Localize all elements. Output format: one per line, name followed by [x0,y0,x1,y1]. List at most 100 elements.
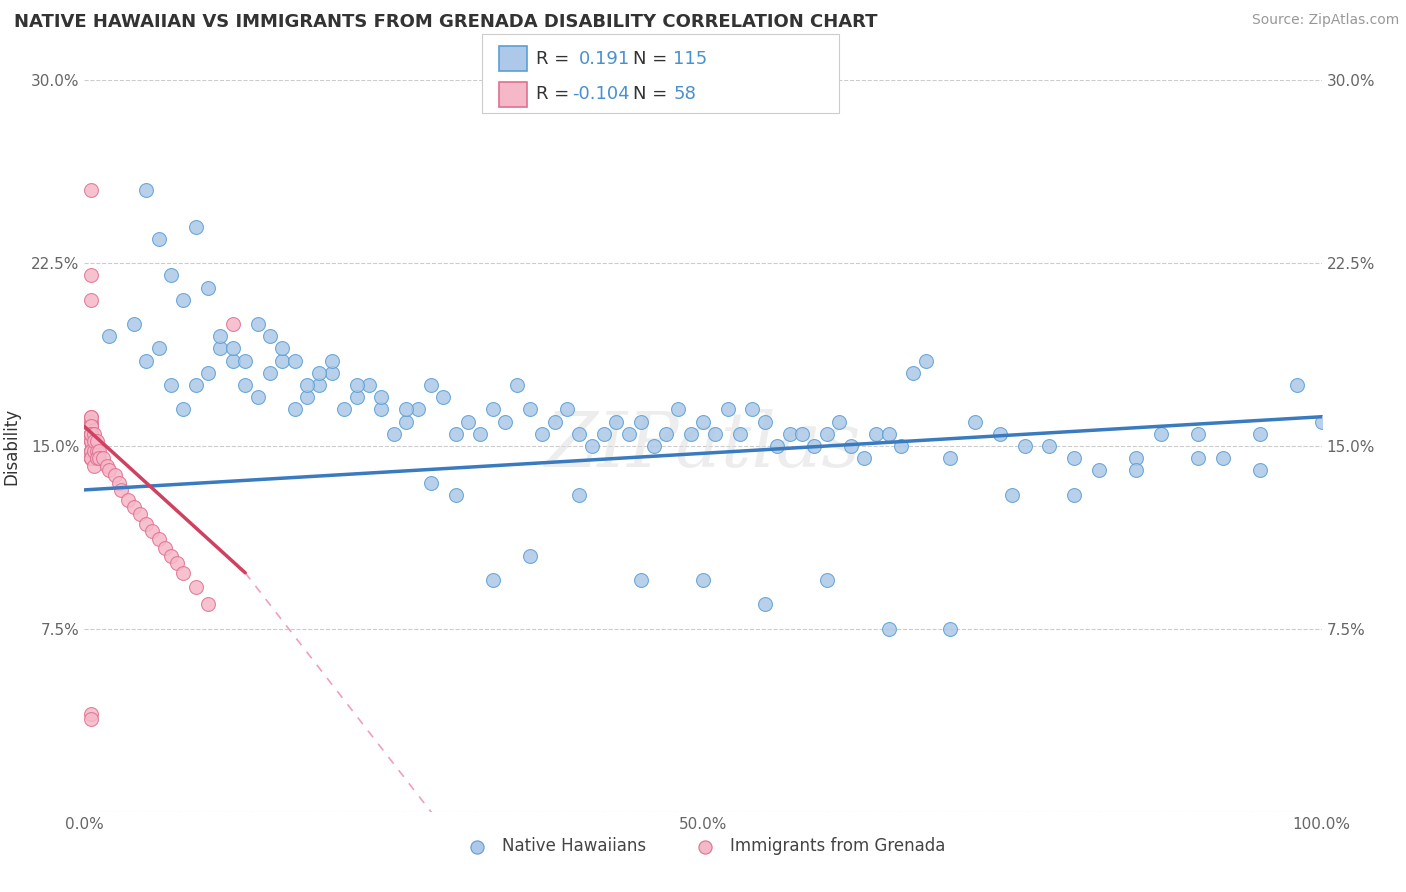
Point [222,353,245,368]
Point [1001,488,1024,502]
Point [79,451,101,466]
Point [233,378,256,392]
Text: N =: N = [633,86,672,103]
Point [122,317,145,331]
Point [1212,451,1234,466]
Point [79,712,101,726]
Y-axis label: Disability: Disability [1,408,20,484]
Point [555,402,578,417]
Point [172,566,194,580]
Point [246,390,269,404]
Point [160,378,183,392]
Point [308,366,330,380]
Point [630,415,652,429]
Point [1063,451,1085,466]
Point [728,426,751,441]
Point [110,483,132,497]
Point [766,439,789,453]
Point [457,415,479,429]
Point [79,426,101,441]
Point [79,443,101,458]
Point [803,439,825,453]
Point [519,549,541,563]
Point [153,541,176,556]
Point [79,419,101,434]
Point [233,353,256,368]
Point [141,524,163,539]
Point [988,426,1011,441]
Point [184,219,207,234]
Point [197,366,219,380]
Point [419,475,441,490]
Point [815,426,838,441]
Point [104,468,127,483]
Point [79,419,101,434]
Point [148,232,170,246]
Point [444,426,467,441]
Point [432,390,454,404]
Point [79,443,101,458]
Point [122,500,145,514]
Point [1088,463,1111,477]
Point [704,426,727,441]
Point [741,402,763,417]
Point [1014,439,1036,453]
Point [79,451,101,466]
Point [98,329,121,343]
Point [135,516,157,531]
Point [129,508,152,522]
Point [519,402,541,417]
Point [581,439,603,453]
Point [568,426,591,441]
Point [481,402,503,417]
Point [655,426,678,441]
Text: 58: 58 [673,86,696,103]
Point [83,426,105,441]
Point [605,415,627,429]
Point [939,451,962,466]
Point [135,353,157,368]
Text: Source: ZipAtlas.com: Source: ZipAtlas.com [1251,13,1399,28]
Point [79,434,101,449]
Point [83,434,105,449]
Point [1125,463,1147,477]
Point [1187,451,1209,466]
Point [79,443,101,458]
Text: 115: 115 [673,50,707,68]
Point [506,378,529,392]
Point [779,426,801,441]
Point [172,402,194,417]
Point [160,549,183,563]
Point [271,342,294,356]
Point [79,183,101,197]
Point [259,366,281,380]
Point [79,426,101,441]
Point [692,415,714,429]
Text: -0.104: -0.104 [572,86,630,103]
Point [83,458,105,473]
Point [79,409,101,424]
Point [79,451,101,466]
Point [939,622,962,636]
Point [79,419,101,434]
Point [382,426,405,441]
Point [166,556,188,570]
Point [271,353,294,368]
Point [346,378,368,392]
Point [717,402,740,417]
Point [815,573,838,587]
Point [321,353,343,368]
Point [259,329,281,343]
Point [209,329,232,343]
Point [494,415,516,429]
Point [1249,463,1271,477]
Point [903,366,925,380]
Point [1125,451,1147,466]
Point [568,488,591,502]
Point [308,378,330,392]
Point [692,573,714,587]
Point [79,419,101,434]
Point [79,451,101,466]
Point [1249,426,1271,441]
Point [852,451,875,466]
